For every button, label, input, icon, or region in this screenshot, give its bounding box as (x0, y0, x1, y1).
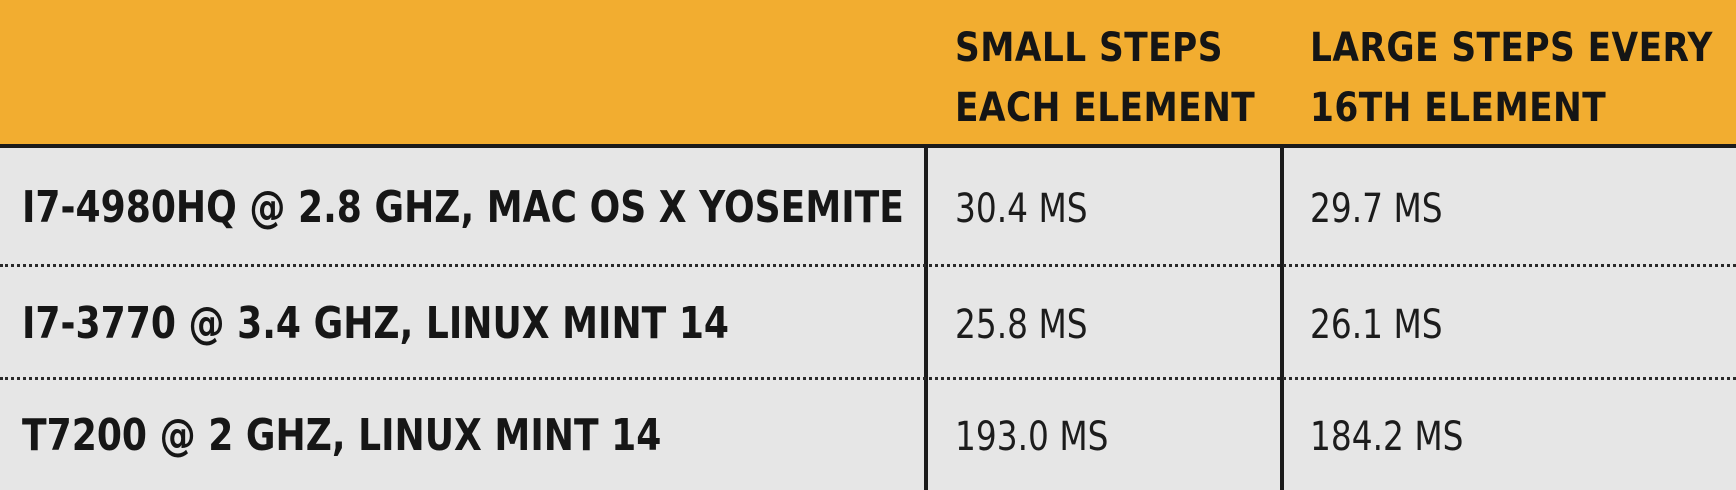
row-separator (0, 264, 1736, 267)
row-large-steps-value: 26.1 MS (1310, 302, 1443, 348)
column-divider-2 (1280, 148, 1284, 490)
header-small-steps: SMALL STEPS EACH ELEMENT (955, 18, 1255, 138)
table-header: SMALL STEPS EACH ELEMENT LARGE STEPS EVE… (0, 0, 1736, 148)
header-large-steps-line1: LARGE STEPS EVERY (1310, 25, 1713, 71)
row-cpu-label: T7200 @ 2 GHZ, LINUX MINT 14 (22, 410, 662, 461)
row-cpu-label: I7-3770 @ 3.4 GHZ, LINUX MINT 14 (22, 298, 730, 349)
column-divider-1 (924, 148, 928, 490)
header-small-steps-line2: EACH ELEMENT (955, 85, 1256, 131)
row-cpu-label: I7-4980HQ @ 2.8 GHZ, MAC OS X YOSEMITE (22, 182, 904, 233)
header-large-steps: LARGE STEPS EVERY 16TH ELEMENT (1310, 18, 1713, 138)
row-small-steps-value: 193.0 MS (955, 414, 1109, 460)
row-separator (0, 377, 1736, 380)
row-small-steps-value: 25.8 MS (955, 302, 1088, 348)
header-large-steps-line2: 16TH ELEMENT (1310, 85, 1607, 131)
table-row: I7-3770 @ 3.4 GHZ, LINUX MINT 14 25.8 MS… (0, 268, 1736, 380)
header-small-steps-line1: SMALL STEPS (955, 25, 1223, 71)
table-row: I7-4980HQ @ 2.8 GHZ, MAC OS X YOSEMITE 3… (0, 152, 1736, 264)
row-small-steps-value: 30.4 MS (955, 186, 1088, 232)
table-row: T7200 @ 2 GHZ, LINUX MINT 14 193.0 MS 18… (0, 380, 1736, 490)
row-large-steps-value: 29.7 MS (1310, 186, 1443, 232)
row-large-steps-value: 184.2 MS (1310, 414, 1464, 460)
